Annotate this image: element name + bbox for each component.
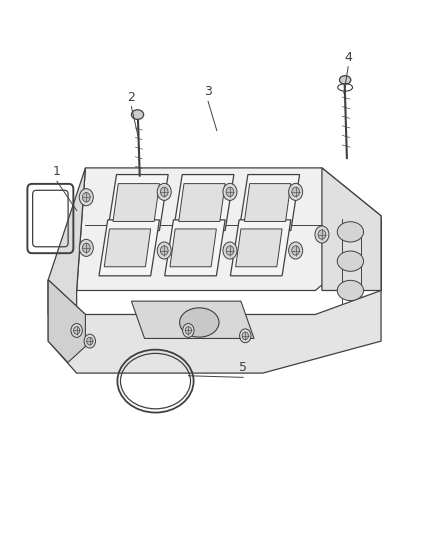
Circle shape bbox=[315, 226, 329, 243]
Ellipse shape bbox=[131, 110, 144, 119]
Circle shape bbox=[289, 183, 303, 200]
Text: 1: 1 bbox=[53, 165, 61, 178]
Polygon shape bbox=[131, 301, 254, 338]
Polygon shape bbox=[48, 280, 85, 362]
Ellipse shape bbox=[337, 280, 364, 301]
Circle shape bbox=[289, 242, 303, 259]
Circle shape bbox=[226, 246, 234, 255]
Circle shape bbox=[82, 243, 90, 253]
Polygon shape bbox=[170, 229, 216, 266]
Polygon shape bbox=[48, 280, 381, 373]
Circle shape bbox=[74, 327, 80, 334]
Text: 4: 4 bbox=[344, 51, 352, 63]
Circle shape bbox=[223, 183, 237, 200]
Circle shape bbox=[71, 324, 82, 337]
Ellipse shape bbox=[180, 308, 219, 337]
Polygon shape bbox=[113, 183, 159, 222]
Circle shape bbox=[223, 242, 237, 259]
Polygon shape bbox=[104, 229, 151, 266]
Polygon shape bbox=[236, 229, 282, 266]
Polygon shape bbox=[108, 175, 168, 230]
Polygon shape bbox=[322, 168, 381, 290]
Polygon shape bbox=[77, 168, 381, 290]
Circle shape bbox=[87, 337, 93, 345]
Circle shape bbox=[242, 332, 248, 340]
Ellipse shape bbox=[337, 222, 364, 242]
Polygon shape bbox=[179, 183, 225, 222]
Text: 2: 2 bbox=[127, 91, 135, 103]
Circle shape bbox=[79, 189, 93, 206]
Polygon shape bbox=[244, 183, 291, 222]
Text: 3: 3 bbox=[204, 85, 212, 98]
Ellipse shape bbox=[337, 251, 364, 271]
Circle shape bbox=[183, 324, 194, 337]
Circle shape bbox=[292, 246, 300, 255]
Circle shape bbox=[157, 242, 171, 259]
Circle shape bbox=[82, 192, 90, 202]
Circle shape bbox=[318, 230, 326, 239]
Circle shape bbox=[160, 246, 168, 255]
Circle shape bbox=[84, 334, 95, 348]
Circle shape bbox=[157, 183, 171, 200]
Polygon shape bbox=[230, 220, 291, 276]
Text: 5: 5 bbox=[239, 361, 247, 374]
Circle shape bbox=[160, 187, 168, 197]
Polygon shape bbox=[165, 220, 225, 276]
Ellipse shape bbox=[339, 76, 351, 84]
Polygon shape bbox=[99, 220, 159, 276]
Circle shape bbox=[240, 329, 251, 343]
Polygon shape bbox=[48, 168, 85, 314]
Polygon shape bbox=[173, 175, 234, 230]
Polygon shape bbox=[239, 175, 300, 230]
Circle shape bbox=[185, 327, 191, 334]
Circle shape bbox=[79, 239, 93, 256]
Circle shape bbox=[226, 187, 234, 197]
Circle shape bbox=[292, 187, 300, 197]
